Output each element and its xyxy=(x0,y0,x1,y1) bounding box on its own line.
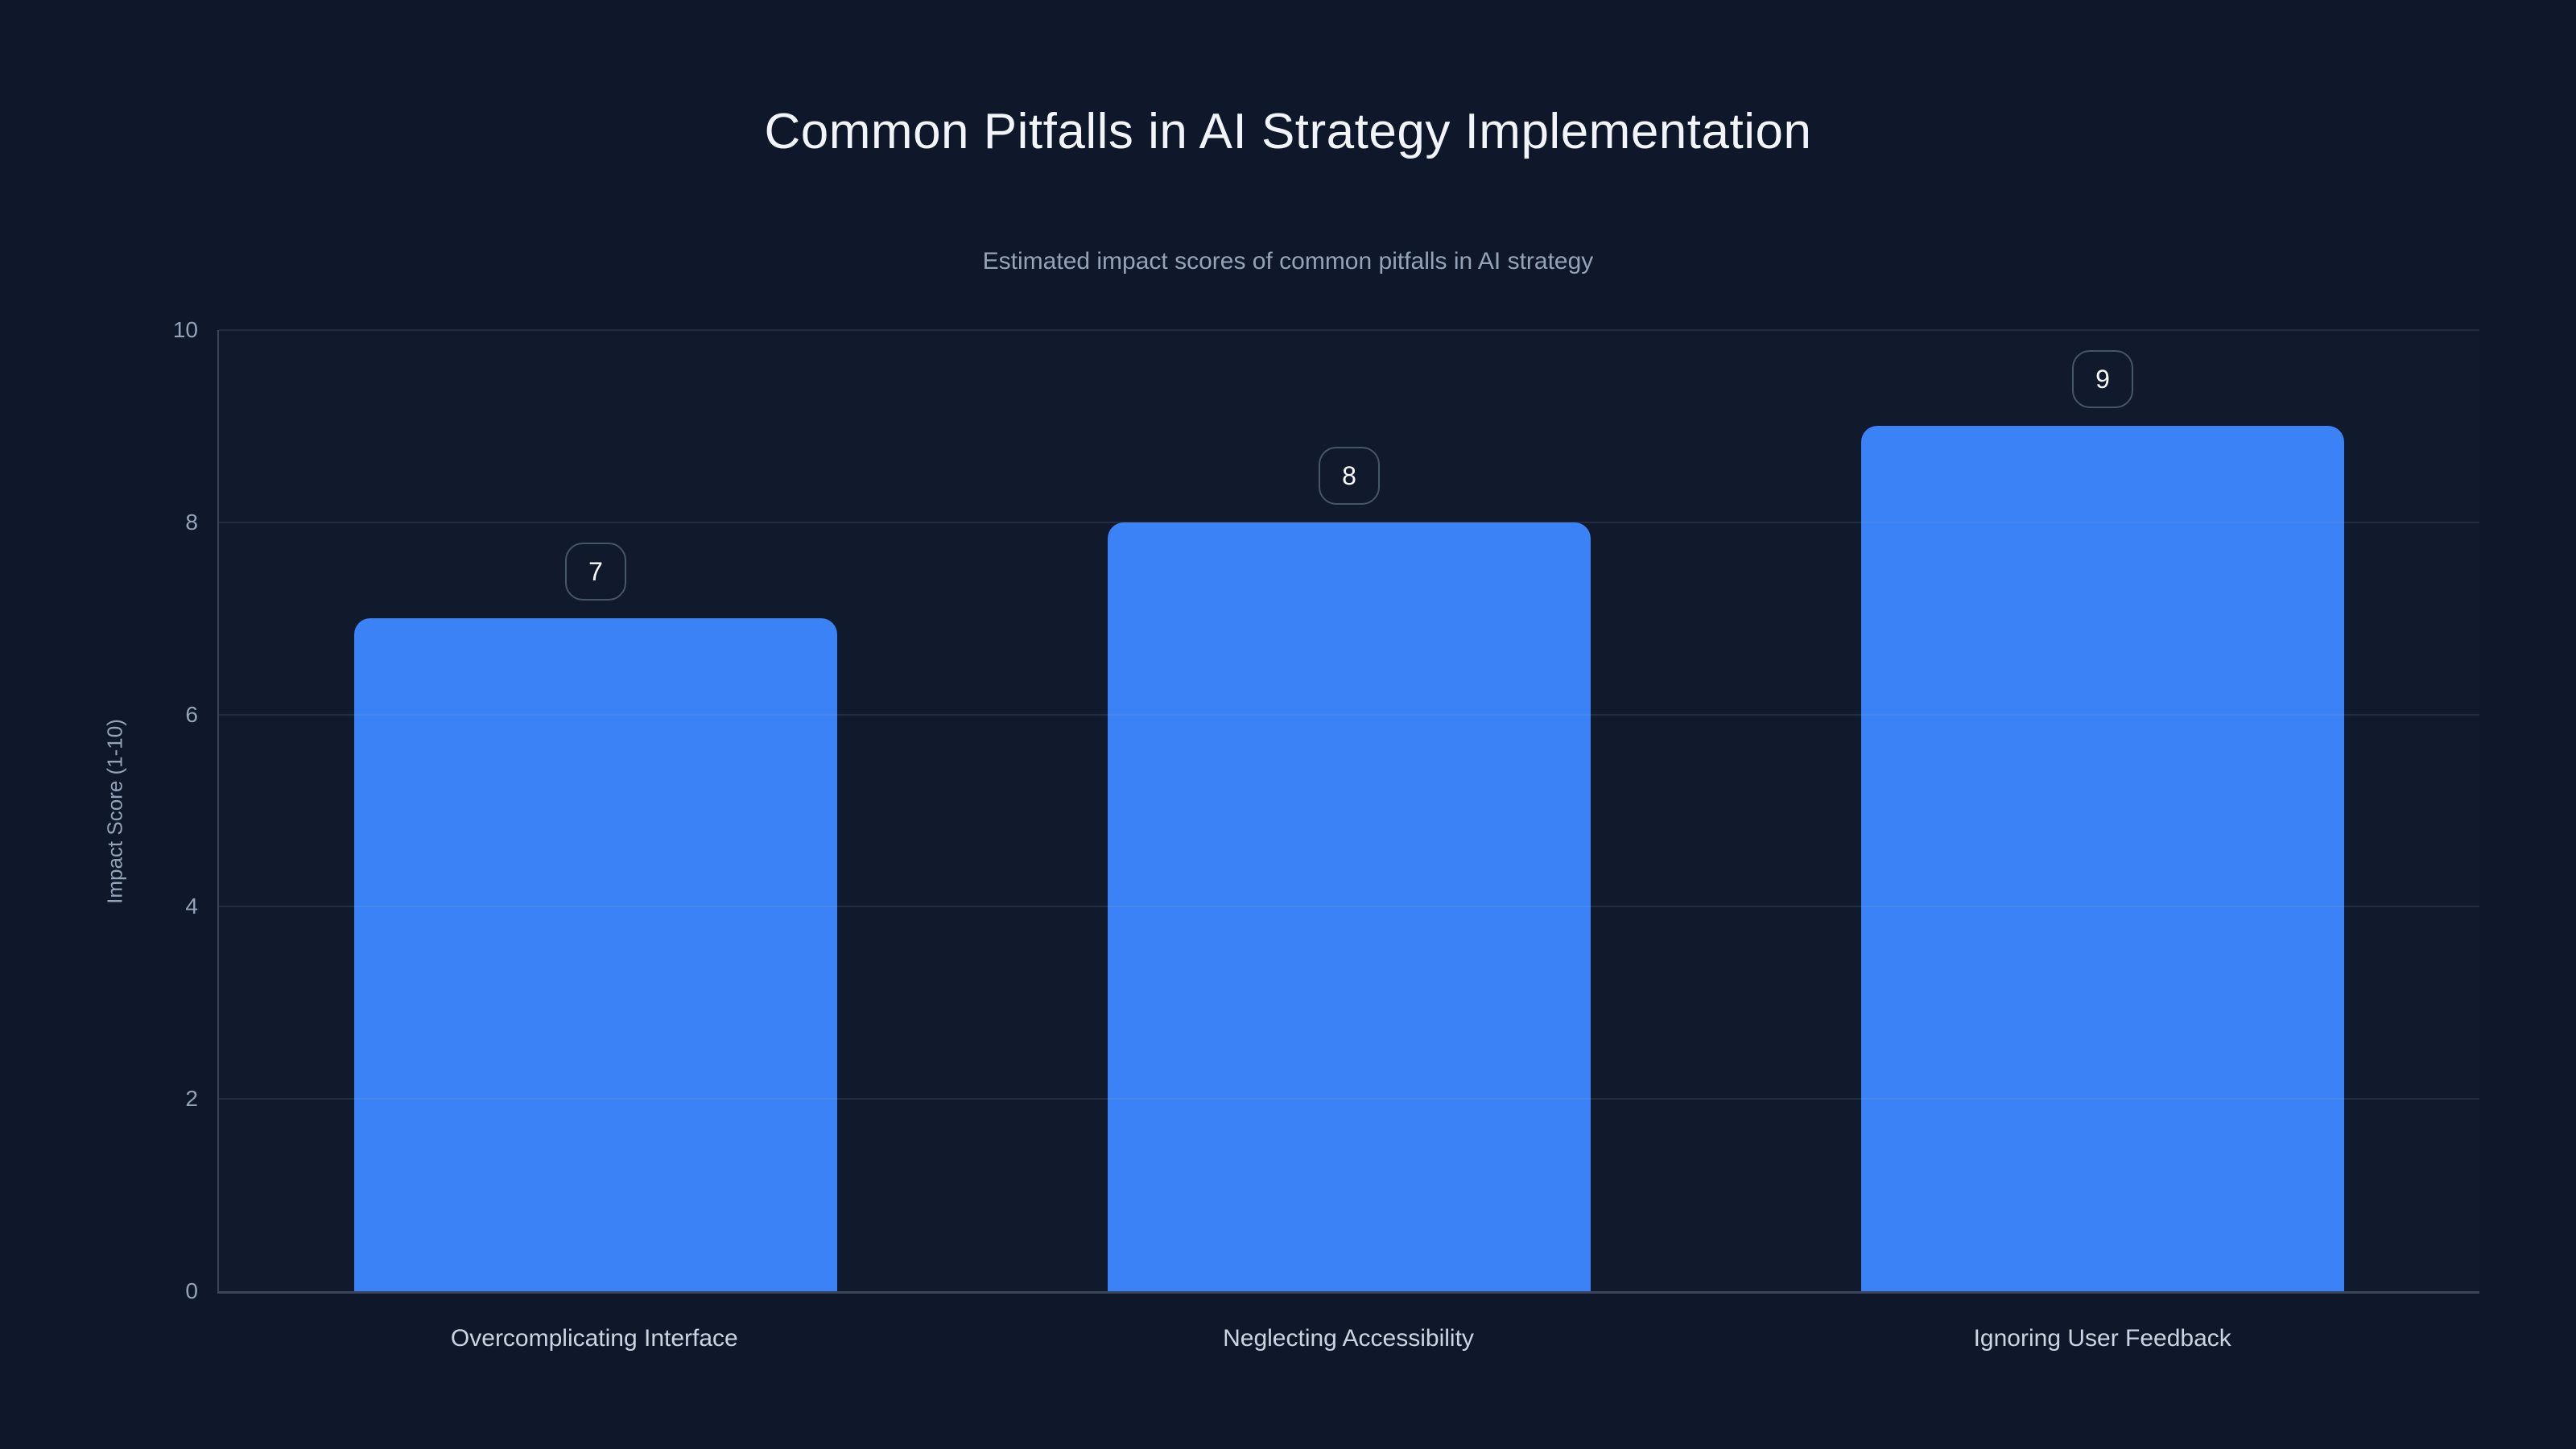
chart-subtitle: Estimated impact scores of common pitfal… xyxy=(982,248,1594,275)
chart-title: Common Pitfalls in AI Strategy Implement… xyxy=(764,104,1812,159)
gridline-4 xyxy=(219,906,2479,908)
y-tick-label-0: 0 xyxy=(185,1278,198,1303)
bar-overcomplicating-interface[interactable] xyxy=(354,618,837,1291)
category-label-neglecting-accessibility: Neglecting Accessibility xyxy=(1223,1325,1474,1352)
gridline-8 xyxy=(219,521,2479,523)
y-tick-label-6: 6 xyxy=(185,701,198,727)
bar-value-badge-neglecting-accessibility: 8 xyxy=(1319,446,1380,505)
y-tick-label-8: 8 xyxy=(185,509,198,535)
gridline-2 xyxy=(219,1098,2479,1100)
y-tick-label-10: 10 xyxy=(172,317,198,342)
bar-neglecting-accessibility[interactable] xyxy=(1108,522,1591,1291)
bar-ignoring-user-feedback[interactable] xyxy=(1861,426,2344,1291)
y-axis-title: Impact Score (1-10) xyxy=(102,719,127,904)
bars-row: 7 8 9 xyxy=(219,330,2479,1291)
category-label-ignoring-user-feedback: Ignoring User Feedback xyxy=(1973,1325,2231,1352)
plot-area: 7 8 9 0 2 4 6 8 10 xyxy=(173,318,2479,1303)
bar-value-badge-ignoring-user-feedback: 9 xyxy=(2072,350,2133,409)
bar-group-ignoring-user-feedback: 9 xyxy=(1726,330,2479,1291)
y-tick-label-4: 4 xyxy=(185,894,198,919)
bar-group-overcomplicating-interface: 7 xyxy=(219,330,972,1291)
gridline-6 xyxy=(219,713,2479,716)
y-tick-label-2: 2 xyxy=(185,1086,198,1112)
bar-group-neglecting-accessibility: 8 xyxy=(972,330,1726,1291)
gridline-10 xyxy=(219,329,2479,331)
bar-value-badge-overcomplicating-interface: 7 xyxy=(565,543,626,601)
category-label-overcomplicating-interface: Overcomplicating Interface xyxy=(450,1325,738,1352)
category-labels-row: Overcomplicating Interface Neglecting Acc… xyxy=(217,1296,2479,1352)
